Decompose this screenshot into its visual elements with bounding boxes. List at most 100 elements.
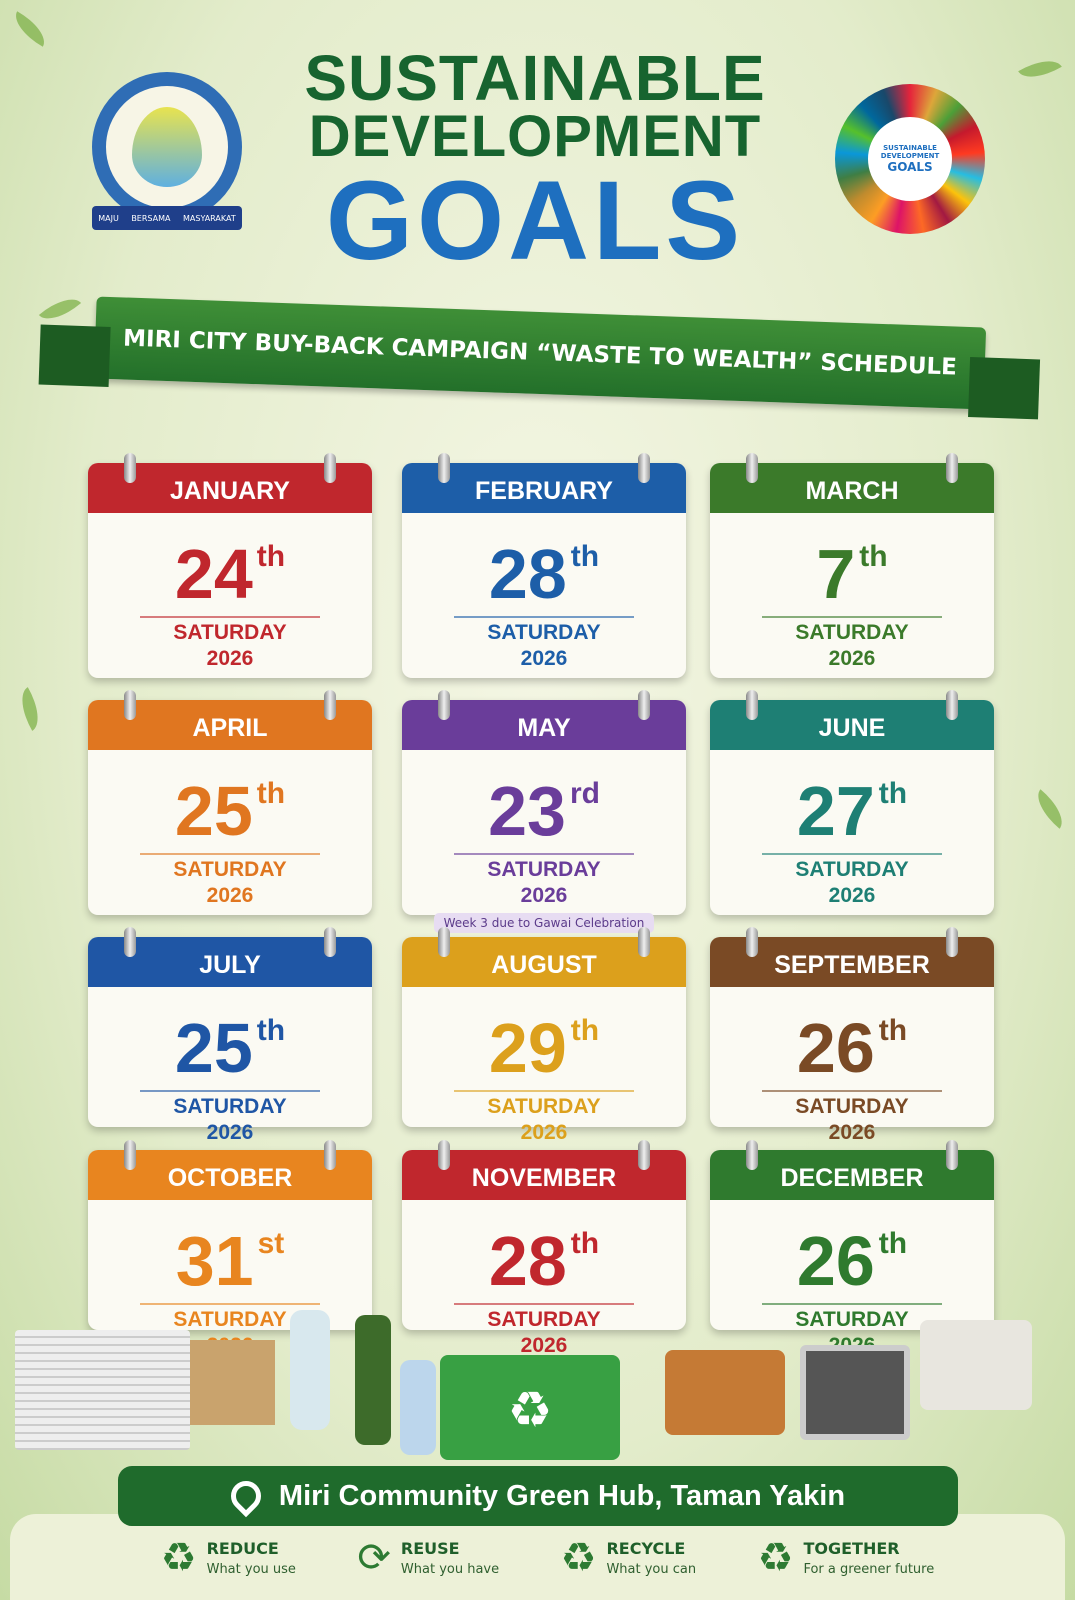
leaf-decoration [8, 11, 52, 47]
year: 2026 [828, 1121, 876, 1144]
title-line-2: DEVELOPMENT [308, 104, 762, 169]
weekday: SATURDAY [173, 858, 287, 881]
radio [665, 1350, 785, 1435]
ordinal-suffix: th [570, 1014, 600, 1047]
ordinal-suffix: th [878, 777, 908, 810]
motto-word: MAJU [98, 213, 119, 223]
divider [140, 616, 320, 618]
binder-ring-icon [438, 690, 450, 720]
recyclables-illustration: ♻ [0, 1300, 1075, 1460]
binder-ring-icon [746, 690, 758, 720]
leaf-decoration [1028, 789, 1072, 829]
day-number: 23 [488, 772, 566, 850]
weekday: SATURDAY [795, 858, 909, 881]
month-header: MAY [402, 690, 686, 750]
binder-ring-icon [946, 1140, 958, 1170]
day-number: 29 [488, 1009, 567, 1087]
slogan-subtitle: What you have [400, 1562, 500, 1577]
poster-title: SUSTAINABLE DEVELOPMENT GOALS [270, 42, 800, 283]
slogan-title: REDUCE [206, 1539, 279, 1558]
year: 2026 [520, 1334, 568, 1357]
month-name: OCTOBER [167, 1164, 293, 1192]
year: 2026 [828, 647, 876, 670]
binder-ring-icon [124, 453, 136, 483]
recycle-icon: ♻ [160, 1535, 197, 1581]
divider [140, 1090, 320, 1092]
logo-motto: MAJU BERSAMA MASYARAKAT [92, 206, 242, 230]
laptop [800, 1345, 910, 1440]
weekday: SATURDAY [173, 1308, 287, 1331]
binder-ring-icon [324, 1140, 336, 1170]
day-number: 31 [175, 1222, 254, 1300]
binder-ring-icon [746, 927, 758, 957]
slogan-recycle: ♻ RECYCLE What you can [561, 1538, 697, 1578]
divider [140, 853, 320, 855]
divider [454, 616, 634, 618]
binder-ring-icon [746, 1140, 758, 1170]
month-name: AUGUST [491, 951, 597, 979]
month-header: OCTOBER [88, 1140, 372, 1200]
month-name: SEPTEMBER [774, 951, 930, 979]
sdg-wheel-logo: SUSTAINABLE DEVELOPMENT GOALS [835, 84, 985, 234]
binder-ring-icon [638, 927, 650, 957]
month-header: DECEMBER [710, 1140, 994, 1200]
location-pin-icon [224, 1474, 268, 1518]
slogan-together: ♻ TOGETHER For a greener future [758, 1538, 935, 1578]
slogan-reduce: ♻ REDUCE What you use [161, 1538, 296, 1578]
weekday: SATURDAY [487, 621, 601, 644]
slogan-title: REUSE [400, 1539, 460, 1558]
ordinal-suffix: th [570, 540, 600, 573]
motto-word: MASYARAKAT [182, 213, 236, 223]
leaf-decoration [1018, 51, 1062, 87]
cardboard-box [190, 1340, 275, 1425]
binder-ring-icon [746, 453, 758, 483]
ordinal-suffix: th [859, 540, 888, 573]
ordinal-suffix: th [570, 1227, 600, 1260]
weekday: SATURDAY [487, 858, 601, 881]
title-line-3: GOALS [325, 158, 745, 283]
ordinal-suffix: th [256, 777, 286, 810]
recycle-bin: ♻ [440, 1355, 620, 1460]
month-name: JUNE [818, 714, 886, 742]
divider [762, 1090, 942, 1092]
weekday: SATURDAY [487, 1095, 601, 1118]
divider [454, 1090, 634, 1092]
campaign-banner: MIRI CITY BUY-BACK CAMPAIGN “WASTE TO WE… [93, 296, 987, 410]
water-bottle [400, 1360, 436, 1455]
month-name: DECEMBER [780, 1164, 924, 1192]
plastic-bottle [290, 1310, 330, 1430]
ordinal-suffix: st [257, 1227, 285, 1260]
weekday: SATURDAY [173, 621, 287, 644]
motto-word: BERSAMA [131, 213, 171, 223]
slogan-title: TOGETHER [803, 1539, 900, 1558]
day-number: 7 [816, 535, 856, 613]
slogans-row: ♻ REDUCE What you use ⟳ REUSE What you have ♻ R… [0, 1538, 1075, 1578]
weekday: SATURDAY [173, 1095, 287, 1118]
month-header: SEPTEMBER [710, 927, 994, 987]
binder-ring-icon [438, 927, 450, 957]
recycle-icon: ♻ [560, 1535, 597, 1581]
month-header: JUNE [710, 690, 994, 750]
ordinal-suffix: th [878, 1014, 908, 1047]
slogan-reuse: ⟳ REUSE What you have [357, 1538, 499, 1578]
title-line-1: SUSTAINABLE [304, 42, 766, 114]
binder-ring-icon [324, 927, 336, 957]
slogan-title: RECYCLE [606, 1539, 686, 1558]
day-number: 24 [174, 535, 253, 613]
divider [762, 853, 942, 855]
binder-ring-icon [324, 453, 336, 483]
